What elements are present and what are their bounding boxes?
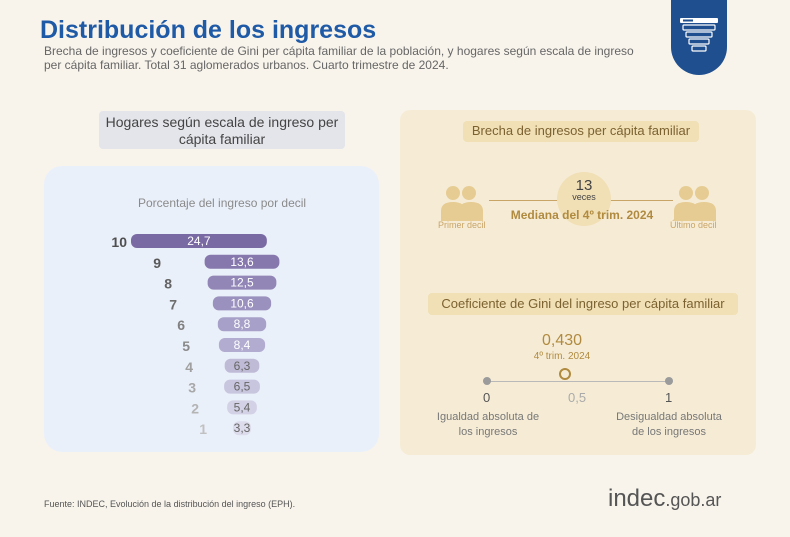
- gini-period: 4º trim. 2024: [533, 351, 591, 362]
- people-icon: [674, 186, 716, 221]
- decile-category-label: 10: [111, 234, 127, 250]
- decile-value-label: 6,5: [234, 380, 251, 394]
- households-header: Hogares según escala de ingreso per cápi…: [99, 111, 345, 149]
- decile-bar: [207, 275, 277, 290]
- decile-bar: [227, 400, 257, 415]
- page-subtitle: Brecha de ingresos y coeficiente de Gini…: [44, 44, 634, 72]
- brecha-unit: veces: [572, 192, 596, 202]
- scale-tick-mid: 0,5: [568, 390, 587, 405]
- equality-note: Igualdad absoluta de los ingresos: [436, 411, 540, 438]
- page-title: Distribución de los ingresos: [40, 16, 377, 44]
- decile-value-label: 24,7: [187, 234, 211, 248]
- deciles-panel: [44, 166, 379, 452]
- indec-logo[interactable]: indec.gob.ar: [608, 485, 721, 513]
- decile-value-label: 8,4: [234, 338, 251, 352]
- gini-marker: [559, 368, 571, 380]
- source-note: Fuente: INDEC, Evolución de la distribuc…: [44, 499, 296, 509]
- decile-value-label: 12,5: [230, 276, 254, 290]
- decile-category-label: 7: [169, 296, 177, 312]
- decile-category-label: 2: [191, 400, 199, 416]
- decile-value-label: 13,6: [230, 255, 254, 269]
- decile-value-label: 10,6: [230, 296, 254, 310]
- brecha-circle: [557, 172, 611, 226]
- scale-end-dot: [665, 377, 673, 385]
- brecha-caption: Mediana del 4º trim. 2024: [510, 208, 654, 222]
- decile-category-label: 4: [185, 359, 193, 375]
- decile-bar: [204, 254, 280, 269]
- decile-bar: [224, 379, 260, 394]
- indicators-panel: [400, 110, 756, 455]
- header-badge: [671, 0, 727, 75]
- decile-bar: [131, 234, 267, 248]
- logo-suffix: .gob.ar: [665, 490, 722, 510]
- scale-start-dot: [483, 377, 491, 385]
- gini-title: Coeficiente de Gini del ingreso per cápi…: [428, 293, 738, 315]
- people-icon: [441, 186, 483, 221]
- decile-value-label: 3,3: [234, 421, 251, 435]
- chart-caption: Porcentaje del ingreso por decil: [138, 196, 307, 210]
- decile-bar: [218, 338, 266, 352]
- funnel-icon: [680, 18, 718, 52]
- brecha-value: 13: [575, 177, 593, 194]
- logo-main: indec: [608, 485, 666, 512]
- scale-tick-0: 0: [483, 390, 491, 405]
- decile-category-label: 5: [182, 338, 190, 354]
- decile-category-label: 8: [164, 276, 172, 292]
- decile-bar: [217, 317, 267, 332]
- first-decile-label: Primer decil: [438, 220, 486, 230]
- decile-bar: [232, 421, 252, 436]
- decile-value-label: 6,3: [234, 359, 251, 373]
- scale-tick-1: 1: [665, 390, 673, 405]
- inequality-note: Desigualdad absoluta de los ingresos: [616, 411, 722, 438]
- decile-category-label: 3: [188, 380, 196, 396]
- decile-value-label: 5,4: [234, 400, 251, 414]
- decile-category-label: 6: [177, 317, 185, 333]
- decile-category-label: 9: [153, 255, 161, 271]
- decile-category-label: 1: [199, 421, 207, 437]
- decile-bar: [212, 296, 272, 311]
- gini-value: 0,430: [541, 332, 583, 349]
- brecha-title: Brecha de ingresos per cápita familiar: [463, 121, 699, 142]
- last-decile-label: Último decil: [670, 220, 717, 230]
- decile-value-label: 8,8: [234, 317, 251, 331]
- gini-scale-line: [487, 381, 669, 382]
- decile-bar: [224, 358, 260, 373]
